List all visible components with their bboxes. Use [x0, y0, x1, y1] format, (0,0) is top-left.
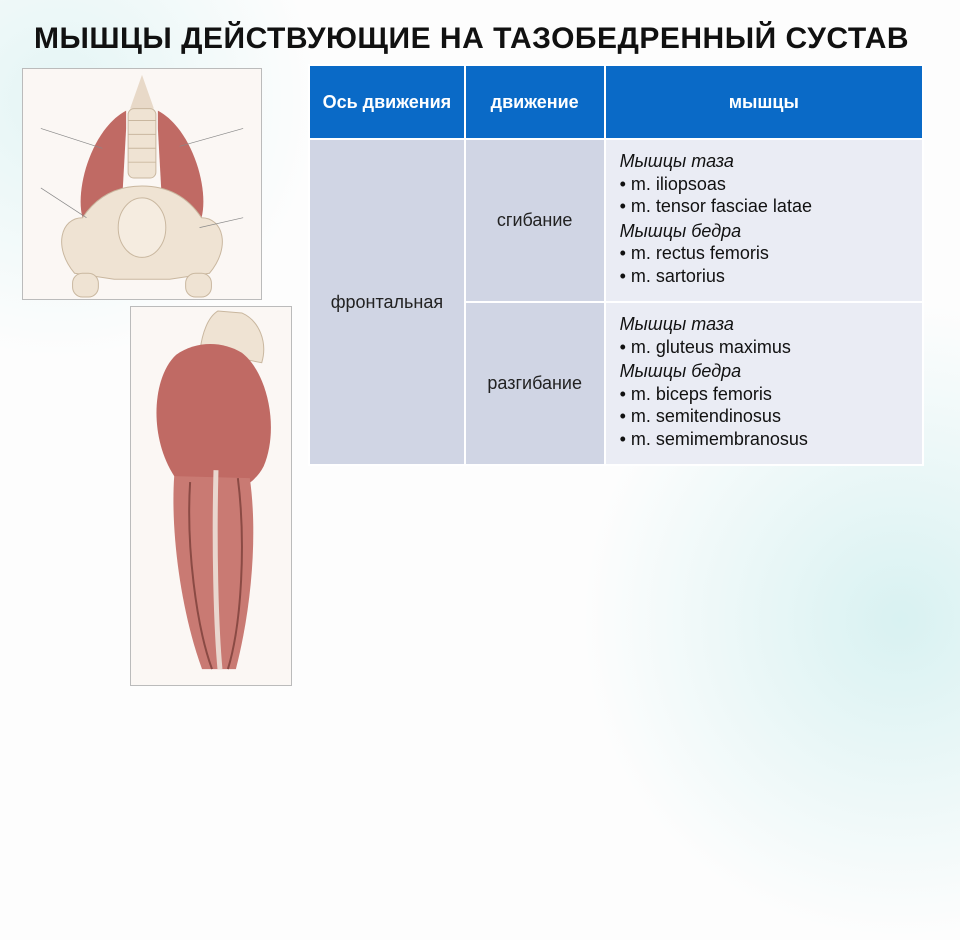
muscle-item: m. gluteus maximus [620, 336, 908, 359]
muscle-item: m. semitendinosus [620, 405, 908, 428]
muscle-item: m. sartorius [620, 265, 908, 288]
cell-motion-extension: разгибание [465, 302, 605, 465]
content-row: Ось движения движение мышцы фронтальная … [22, 68, 938, 686]
thigh-muscle-list: m. biceps femoris m. semitendinosus m. s… [620, 383, 908, 451]
thigh-muscle-list: m. rectus femoris m. sartorius [620, 242, 908, 287]
col-header-axis: Ось движения [309, 65, 465, 139]
thigh-group-label: Мышцы бедра [620, 360, 908, 383]
cell-motion-flexion: сгибание [465, 139, 605, 302]
muscle-item: m. iliopsoas [620, 173, 908, 196]
muscle-item: m. tensor fasciae latae [620, 195, 908, 218]
muscle-item: m. biceps femoris [620, 383, 908, 406]
col-header-motion: движение [465, 65, 605, 139]
illustrations-column [22, 68, 308, 686]
pelvis-group-label: Мышцы таза [620, 313, 908, 336]
cell-axis: фронтальная [309, 139, 465, 465]
hip-muscles-table: Ось движения движение мышцы фронтальная … [308, 64, 924, 466]
muscle-item: m. rectus femoris [620, 242, 908, 265]
table-row: фронтальная сгибание Мышцы таза m. iliop… [309, 139, 923, 302]
col-header-muscles: мышцы [605, 65, 923, 139]
table-wrap: Ось движения движение мышцы фронтальная … [308, 68, 938, 466]
slide-title: МЫШЦЫ ДЕЙСТВУЮЩИЕ НА ТАЗОБЕДРЕННЫЙ СУСТА… [34, 22, 938, 56]
muscle-item: m. semimembranosus [620, 428, 908, 451]
thigh-group-label: Мышцы бедра [620, 220, 908, 243]
hip-anatomy-illustration [22, 68, 262, 300]
cell-muscles-flexion: Мышцы таза m. iliopsoas m. tensor fascia… [605, 139, 923, 302]
thigh-posterior-illustration [130, 306, 292, 686]
pelvis-muscle-list: m. iliopsoas m. tensor fasciae latae [620, 173, 908, 218]
table-header-row: Ось движения движение мышцы [309, 65, 923, 139]
cell-muscles-extension: Мышцы таза m. gluteus maximus Мышцы бедр… [605, 302, 923, 465]
pelvis-group-label: Мышцы таза [620, 150, 908, 173]
pelvis-muscle-list: m. gluteus maximus [620, 336, 908, 359]
